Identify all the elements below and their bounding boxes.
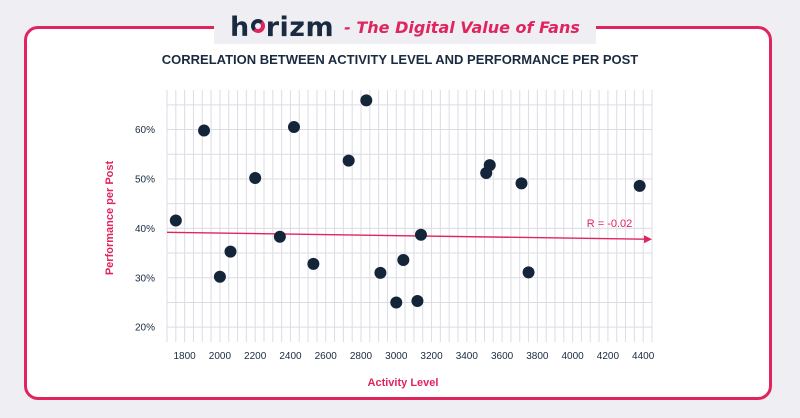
x-tick-label: 3200 (420, 351, 443, 362)
y-axis-ticks: 20% 30% 40% 50% 60% (135, 125, 155, 334)
data-point (515, 177, 528, 190)
tagline: - The Digital Value of Fans (344, 17, 580, 37)
x-tick-label: 1800 (174, 351, 197, 362)
x-tick-label: 2400 (279, 351, 302, 362)
x-tick-label: 4400 (632, 351, 655, 362)
data-point (224, 245, 237, 258)
data-point (483, 159, 496, 172)
chart-frame (24, 26, 772, 400)
data-point (287, 121, 300, 134)
horizm-logo: h rizm (230, 11, 335, 43)
correlation-annotation: R = -0.02 (587, 218, 633, 230)
grid (166, 90, 653, 342)
x-tick-label: 2200 (244, 351, 267, 362)
x-tick-label: 4000 (562, 351, 585, 362)
data-point (411, 294, 424, 307)
y-tick-label: 60% (135, 125, 155, 136)
x-axis-ticks: 1800 2000 2200 2400 2600 2800 3000 3200 3400 3600… (174, 351, 655, 362)
logo-mark-icon (250, 19, 265, 33)
x-tick-label: 3000 (385, 351, 408, 362)
y-tick-label: 20% (135, 323, 155, 334)
data-point (249, 171, 262, 184)
data-point (169, 214, 182, 227)
data-point (342, 154, 355, 167)
x-tick-label: 3600 (491, 351, 514, 362)
trendline-line (166, 231, 647, 240)
y-tick-label: 50% (135, 174, 155, 185)
data-point (397, 253, 410, 266)
data-point (213, 270, 226, 283)
x-tick-label: 2600 (315, 351, 338, 362)
trendline (166, 231, 652, 244)
x-tick-label: 3400 (456, 351, 479, 362)
data-point (633, 179, 646, 192)
x-axis-label: Activity Level (368, 377, 439, 389)
brand-header: h rizm - The Digital Value of Fans (214, 10, 596, 44)
data-point (522, 266, 535, 279)
data-point (198, 124, 211, 137)
data-points (169, 94, 646, 309)
data-point (360, 94, 373, 107)
data-point (307, 257, 320, 270)
y-tick-label: 30% (135, 273, 155, 284)
chart-title: CORRELATION BETWEEN ACTIVITY LEVEL AND P… (162, 52, 639, 67)
data-point (390, 296, 403, 309)
data-point (273, 230, 286, 243)
x-tick-label: 4200 (597, 351, 620, 362)
y-axis-label: Performance per Post (104, 161, 116, 276)
x-tick-label: 2800 (350, 351, 373, 362)
trendline-arrowhead (644, 235, 652, 244)
x-tick-label: 2000 (209, 351, 232, 362)
x-tick-label: 3800 (526, 351, 549, 362)
data-point (374, 266, 387, 279)
data-point (414, 228, 427, 241)
y-tick-label: 40% (135, 224, 155, 235)
